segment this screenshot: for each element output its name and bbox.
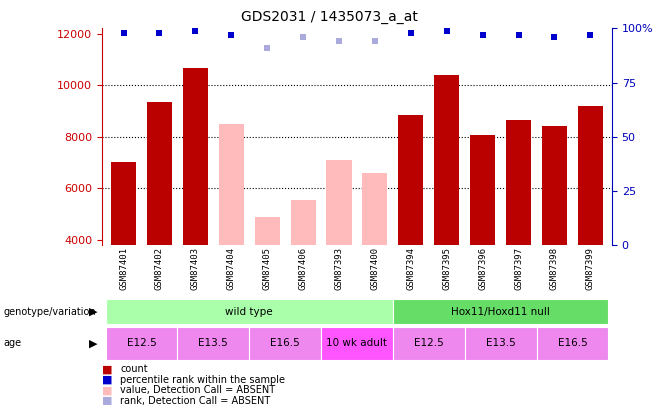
Text: E12.5: E12.5	[126, 338, 157, 348]
Bar	[321, 327, 393, 360]
Bar	[506, 120, 531, 245]
Text: ■: ■	[102, 386, 113, 395]
Text: GSM87396: GSM87396	[478, 247, 487, 290]
Bar	[434, 75, 459, 245]
Text: E16.5: E16.5	[270, 338, 300, 348]
Bar	[105, 299, 393, 324]
Text: GSM87393: GSM87393	[334, 247, 343, 290]
Bar	[393, 299, 609, 324]
Bar	[178, 327, 249, 360]
Text: value, Detection Call = ABSENT: value, Detection Call = ABSENT	[120, 386, 276, 395]
Text: ▶: ▶	[89, 338, 97, 348]
Text: E12.5: E12.5	[414, 338, 443, 348]
Bar	[542, 126, 567, 245]
Text: age: age	[3, 338, 22, 348]
Text: GSM87403: GSM87403	[191, 247, 200, 290]
Text: 10 wk adult: 10 wk adult	[326, 338, 388, 348]
Bar	[111, 162, 136, 245]
Text: GSM87400: GSM87400	[370, 247, 380, 290]
Text: wild type: wild type	[226, 307, 273, 317]
Text: E16.5: E16.5	[557, 338, 588, 348]
Bar	[291, 200, 316, 245]
Bar	[363, 173, 388, 245]
Text: E13.5: E13.5	[199, 338, 228, 348]
Text: GSM87402: GSM87402	[155, 247, 164, 290]
Bar	[536, 327, 609, 360]
Text: count: count	[120, 364, 148, 374]
Text: GSM87404: GSM87404	[227, 247, 236, 290]
Bar	[470, 135, 495, 245]
Text: ■: ■	[102, 396, 113, 405]
Text: genotype/variation: genotype/variation	[3, 307, 96, 317]
Bar	[465, 327, 536, 360]
Text: GSM87397: GSM87397	[514, 247, 523, 290]
Text: GSM87399: GSM87399	[586, 247, 595, 290]
Bar	[578, 106, 603, 245]
Bar	[255, 217, 280, 245]
Bar	[398, 115, 423, 245]
Text: ▶: ▶	[89, 307, 97, 317]
Text: GSM87398: GSM87398	[550, 247, 559, 290]
Text: GSM87395: GSM87395	[442, 247, 451, 290]
Text: GSM87406: GSM87406	[299, 247, 307, 290]
Bar	[183, 68, 208, 245]
Bar	[249, 327, 321, 360]
Text: E13.5: E13.5	[486, 338, 515, 348]
Bar	[218, 124, 244, 245]
Text: GDS2031 / 1435073_a_at: GDS2031 / 1435073_a_at	[241, 10, 417, 24]
Text: rank, Detection Call = ABSENT: rank, Detection Call = ABSENT	[120, 396, 270, 405]
Text: GSM87405: GSM87405	[263, 247, 272, 290]
Text: GSM87401: GSM87401	[119, 247, 128, 290]
Text: percentile rank within the sample: percentile rank within the sample	[120, 375, 286, 385]
Bar	[147, 102, 172, 245]
Text: ■: ■	[102, 364, 113, 374]
Bar	[105, 327, 178, 360]
Bar	[393, 327, 465, 360]
Text: ■: ■	[102, 375, 113, 385]
Text: GSM87394: GSM87394	[407, 247, 415, 290]
Text: Hox11/Hoxd11 null: Hox11/Hoxd11 null	[451, 307, 550, 317]
Bar	[326, 160, 351, 245]
